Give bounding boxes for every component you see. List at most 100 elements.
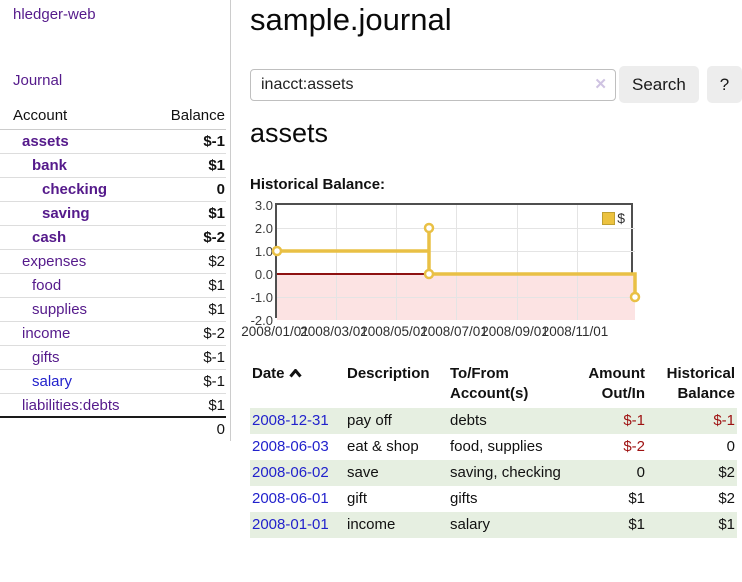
- transaction-balance: $2: [718, 490, 735, 507]
- transaction-description: eat & shop: [347, 438, 419, 455]
- account-link-supplies[interactable]: supplies: [32, 301, 88, 318]
- transaction-row: 2008-06-03 eat & shop food, supplies $-2…: [250, 434, 737, 460]
- transaction-description: income: [347, 516, 396, 533]
- gridline: [456, 205, 457, 320]
- transaction-date-link[interactable]: 2008-06-02: [252, 464, 329, 481]
- date-header-label: Date: [252, 365, 285, 382]
- account-link-cash[interactable]: cash: [32, 229, 67, 246]
- sort-ascending-icon: [288, 364, 302, 384]
- account-balance: $-1: [203, 349, 225, 366]
- account-row: expenses $2: [0, 250, 226, 274]
- transaction-amount: $1: [628, 516, 645, 533]
- clear-search-icon[interactable]: ✕: [594, 75, 607, 93]
- account-link-assets[interactable]: assets: [22, 133, 69, 150]
- transaction-amount: $1: [628, 490, 645, 507]
- transaction-accounts: salary: [450, 516, 491, 533]
- column-header-amount: Amount Out/In: [566, 362, 647, 408]
- account-balance: $2: [208, 253, 225, 270]
- gridline: [396, 205, 397, 320]
- column-header-date[interactable]: Date: [250, 362, 345, 408]
- account-section-title: assets: [250, 118, 329, 148]
- chart-title: Historical Balance:: [250, 176, 386, 193]
- account-row: income $-2: [0, 322, 226, 346]
- account-row: gifts $-1: [0, 346, 226, 370]
- account-balance: $-2: [203, 325, 225, 342]
- amount-header-line2: Out/In: [601, 385, 645, 402]
- accounts-header-line1: To/From: [450, 365, 509, 382]
- search-input[interactable]: [250, 68, 616, 101]
- transaction-amount: $-1: [623, 412, 645, 429]
- transaction-accounts: gifts: [450, 490, 478, 507]
- gridline: [277, 228, 635, 229]
- account-row: checking 0: [0, 178, 226, 202]
- accounts-table: Account Balance assets $-1 bank $1 check…: [0, 104, 226, 442]
- account-link-bank[interactable]: bank: [32, 157, 68, 174]
- account-link-salary[interactable]: salary: [32, 373, 73, 390]
- gridline: [517, 205, 518, 320]
- transaction-row: 2008-06-02 save saving, checking 0 $2: [250, 460, 737, 486]
- search-input-wrap: ✕: [250, 68, 616, 101]
- transaction-date-link[interactable]: 2008-12-31: [252, 412, 329, 429]
- account-row: food $1: [0, 274, 226, 298]
- chart-plot-area: $: [271, 203, 641, 320]
- x-tick: 2008/07/01: [420, 324, 488, 339]
- account-link-saving[interactable]: saving: [42, 205, 90, 222]
- x-tick: 2008/05/01: [360, 324, 428, 339]
- historical-balance-chart: 3.0 2.0 1.0 0.0 -1.0 -2.0: [241, 198, 742, 348]
- y-tick: 2.0: [254, 221, 273, 236]
- sidebar-item-journal[interactable]: Journal: [13, 72, 63, 89]
- transaction-date-link[interactable]: 2008-06-01: [252, 490, 329, 507]
- page-title: sample.journal: [250, 2, 452, 37]
- column-header-description: Description: [345, 362, 448, 408]
- transaction-row: 2008-12-31 pay off debts $-1 $-1: [250, 408, 737, 434]
- account-row: cash $-2: [0, 226, 226, 250]
- account-row: bank $1: [0, 154, 226, 178]
- accounts-total-row: 0: [0, 418, 226, 442]
- gridline: [277, 297, 635, 298]
- description-header-label: Description: [347, 365, 430, 382]
- search-button[interactable]: Search: [619, 66, 699, 103]
- transaction-description: pay off: [347, 412, 392, 429]
- transaction-date-link[interactable]: 2008-06-03: [252, 438, 329, 455]
- amount-header-line1: Amount: [588, 365, 645, 382]
- account-link-gifts[interactable]: gifts: [32, 349, 60, 366]
- transaction-accounts: saving, checking: [450, 464, 561, 481]
- y-tick: 3.0: [254, 198, 273, 213]
- transaction-accounts: food, supplies: [450, 438, 543, 455]
- account-balance: $-1: [203, 373, 225, 390]
- y-tick: -2.0: [250, 313, 273, 328]
- balance-column-header: Balance: [170, 107, 225, 124]
- account-link-income[interactable]: income: [22, 325, 71, 342]
- account-balance: $1: [208, 301, 225, 318]
- search-bar: ✕ Search ?: [250, 66, 742, 103]
- transaction-description: gift: [347, 490, 368, 507]
- transactions-table: Date Description To/From Account(s) Amou…: [250, 362, 737, 538]
- account-balance: $1: [208, 397, 225, 414]
- account-link-food[interactable]: food: [32, 277, 62, 294]
- help-button[interactable]: ?: [706, 66, 742, 103]
- legend-swatch: [602, 211, 616, 225]
- account-link-expenses[interactable]: expenses: [22, 253, 87, 270]
- account-row: salary $-1: [0, 370, 226, 394]
- transaction-description: save: [347, 464, 379, 481]
- transaction-balance: $2: [718, 464, 735, 481]
- y-tick: 0.0: [254, 267, 273, 282]
- x-tick: 2008/01/01: [241, 324, 309, 339]
- balance-line-series: [271, 222, 641, 303]
- account-balance: $-1: [203, 133, 225, 150]
- transaction-date-link[interactable]: 2008-01-01: [252, 516, 329, 533]
- accounts-table-header: Account Balance: [0, 104, 226, 130]
- column-header-historical-balance: Historical Balance: [647, 362, 737, 408]
- account-link-checking[interactable]: checking: [42, 181, 108, 198]
- account-balance: $-2: [203, 229, 225, 246]
- transaction-amount: 0: [636, 464, 645, 481]
- gridline: [577, 205, 578, 320]
- account-row: saving $1: [0, 202, 226, 226]
- account-row: liabilities:debts $1: [0, 394, 226, 418]
- account-link-liabilities-debts[interactable]: liabilities:debts: [22, 397, 120, 414]
- main-content: sample.journal ✕ Search ? assets Histori…: [241, 0, 742, 582]
- x-tick: 2008/11/01: [541, 324, 609, 339]
- brand-link[interactable]: hledger-web: [13, 6, 96, 23]
- transaction-row: 2008-01-01 income salary $1 $1: [250, 512, 737, 538]
- transaction-balance: $1: [718, 516, 735, 533]
